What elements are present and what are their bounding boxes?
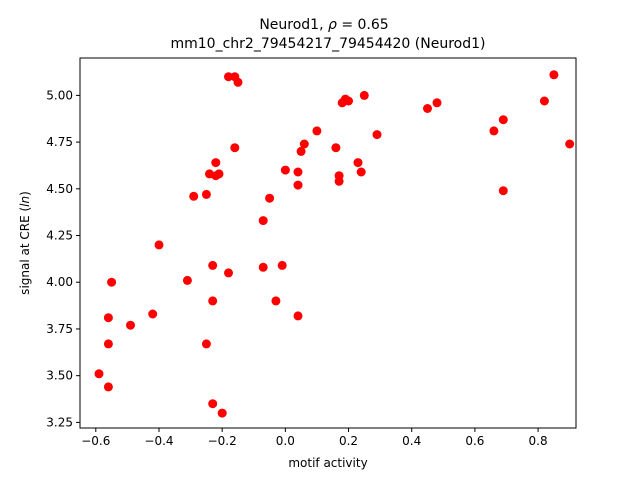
data-point — [103, 313, 113, 323]
y-axis-label: signal at CRE (ln) — [18, 191, 32, 295]
points-layer — [94, 70, 575, 418]
data-point — [94, 369, 104, 379]
y-tick-label: 4.50 — [46, 182, 73, 196]
data-point — [103, 382, 113, 392]
y-tick-label: 4.00 — [46, 275, 73, 289]
x-tick-label: 0.4 — [402, 434, 421, 448]
data-point — [334, 171, 344, 181]
data-point — [208, 296, 218, 306]
data-point — [265, 193, 275, 203]
data-point — [359, 90, 369, 100]
data-point — [280, 165, 290, 175]
x-tick-label: 0.6 — [465, 434, 484, 448]
data-point — [293, 180, 303, 190]
data-point — [211, 158, 221, 168]
data-point — [208, 399, 218, 409]
data-point — [258, 216, 268, 226]
data-point — [296, 146, 306, 156]
data-point — [201, 339, 211, 349]
data-point — [182, 275, 192, 285]
data-point — [498, 115, 508, 125]
data-point — [299, 139, 309, 149]
data-point — [344, 96, 353, 106]
data-point — [293, 167, 303, 177]
data-point — [103, 339, 113, 349]
y-tick-label: 3.75 — [46, 322, 73, 336]
data-point — [498, 186, 508, 196]
data-point — [353, 158, 363, 168]
x-axis-ticks: −0.6 −0.4 −0.2 0.0 0.2 0.4 0.6 0.8 — [81, 428, 548, 448]
data-point — [565, 139, 575, 149]
y-tick-label: 5.00 — [46, 88, 73, 102]
data-point — [293, 311, 303, 321]
data-point — [224, 72, 233, 82]
data-point — [372, 130, 382, 140]
y-tick-label: 4.75 — [46, 135, 73, 149]
data-point — [189, 191, 199, 201]
chart-title: Neurod1, ρ = 0.65 mm10_chr2_79454217_794… — [171, 17, 486, 52]
y-tick-label: 3.50 — [46, 369, 73, 383]
y-tick-label: 3.25 — [46, 415, 73, 429]
data-point — [331, 143, 341, 153]
data-point — [258, 262, 268, 272]
plot-frame — [79, 57, 577, 429]
y-axis-ticks: 3.25 3.50 3.75 4.00 4.25 4.50 4.75 5.00 — [46, 88, 80, 429]
data-point — [489, 126, 499, 136]
x-tick-label: −0.2 — [208, 434, 237, 448]
data-point — [356, 167, 366, 177]
title-line-1: Neurod1, ρ = 0.65 — [259, 17, 388, 33]
data-point — [201, 189, 211, 199]
x-axis-label: motif activity — [288, 456, 367, 470]
x-tick-label: 0.0 — [276, 434, 295, 448]
data-point — [233, 77, 243, 87]
data-point — [271, 296, 281, 306]
x-tick-label: −0.6 — [81, 434, 110, 448]
x-tick-label: 0.2 — [339, 434, 358, 448]
y-tick-label: 4.25 — [46, 229, 73, 243]
data-point — [214, 169, 224, 179]
data-point — [549, 70, 559, 80]
data-point — [539, 96, 549, 106]
title-line-2: mm10_chr2_79454217_79454420 (Neurod1) — [171, 36, 486, 52]
data-point — [423, 104, 432, 113]
data-point — [107, 277, 117, 287]
data-point — [277, 260, 287, 270]
data-point — [148, 309, 158, 319]
data-point — [208, 260, 218, 270]
data-point — [230, 143, 240, 153]
data-point — [432, 98, 442, 108]
x-tick-label: −0.4 — [144, 434, 173, 448]
data-point — [224, 268, 233, 278]
data-point — [126, 320, 135, 330]
data-point — [312, 126, 322, 136]
data-point — [217, 408, 227, 418]
data-point — [154, 240, 164, 250]
x-tick-label: 0.8 — [529, 434, 548, 448]
